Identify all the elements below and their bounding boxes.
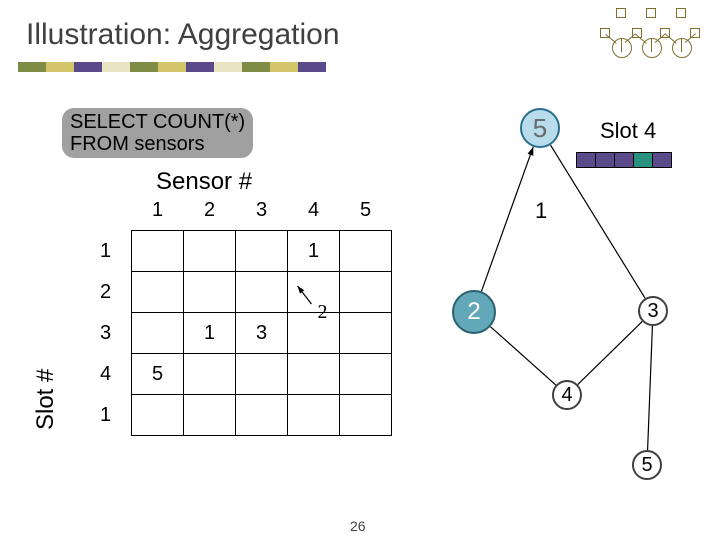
slotbar-cell — [653, 153, 671, 167]
table-cell — [132, 395, 184, 436]
table-cell — [340, 231, 392, 272]
edge-label-1: 1 — [535, 198, 547, 224]
accent-segment — [298, 62, 326, 72]
table-cell — [340, 354, 392, 395]
accent-segment — [18, 62, 46, 72]
col-header: 2 — [184, 190, 236, 231]
slide-number: 26 — [350, 518, 366, 534]
accent-segment — [46, 62, 74, 72]
col-header: 1 — [132, 190, 184, 231]
slot-label: Slot 4 — [600, 118, 656, 144]
col-header: 5 — [340, 190, 392, 231]
table-cell — [340, 272, 392, 313]
table-cell: 1 — [288, 231, 340, 272]
corner-network-icon — [598, 6, 708, 62]
accent-segment — [158, 62, 186, 72]
tree-node-1: 5 — [520, 108, 560, 148]
col-header: 4 — [288, 190, 340, 231]
slotbar-cell — [615, 153, 634, 167]
accent-segment — [74, 62, 102, 72]
accent-segment — [130, 62, 158, 72]
accent-bar — [18, 62, 326, 72]
table-cell: 5 — [132, 354, 184, 395]
tree-node-3: 3 — [638, 296, 668, 326]
table-cell: 3 — [236, 313, 288, 354]
tree-node-2: 2 — [452, 290, 496, 334]
table-cell — [132, 231, 184, 272]
table-cell — [340, 395, 392, 436]
table-cell — [236, 395, 288, 436]
table-cell — [340, 313, 392, 354]
table-cell: 1 — [184, 313, 236, 354]
row-label: 2 — [80, 272, 132, 313]
row-label: 4 — [80, 354, 132, 395]
accent-segment — [102, 62, 130, 72]
tree-node-4: 4 — [552, 380, 582, 410]
table-cell — [236, 354, 288, 395]
col-header: 3 — [236, 190, 288, 231]
query-line-2: FROM sensors — [70, 133, 245, 155]
table-cell — [288, 313, 340, 354]
query-box: SELECT COUNT(*) FROM sensors — [62, 108, 253, 158]
row-label: 1 — [80, 395, 132, 436]
table-cell — [184, 231, 236, 272]
slot-number-axis-label: Slot # — [32, 369, 60, 430]
accent-segment — [242, 62, 270, 72]
table-cell — [236, 231, 288, 272]
accent-segment — [214, 62, 242, 72]
slotbar-cell — [577, 153, 596, 167]
table-cell — [132, 313, 184, 354]
table-cell — [184, 272, 236, 313]
accent-segment — [186, 62, 214, 72]
page-title: Illustration: Aggregation — [26, 18, 340, 52]
slotbar-cell — [634, 153, 653, 167]
accent-segment — [270, 62, 298, 72]
row-label: 1 — [80, 231, 132, 272]
table-cell — [132, 272, 184, 313]
query-line-1: SELECT COUNT(*) — [70, 111, 245, 133]
table-cell — [236, 272, 288, 313]
row-label: 3 — [80, 313, 132, 354]
slotbar-cell — [596, 153, 615, 167]
table-cell — [288, 272, 340, 313]
table-cell — [184, 354, 236, 395]
table-cell — [288, 395, 340, 436]
tree-node-5: 5 — [632, 450, 662, 480]
table-cell — [184, 395, 236, 436]
slot-bar — [576, 152, 672, 168]
table-cell — [288, 354, 340, 395]
